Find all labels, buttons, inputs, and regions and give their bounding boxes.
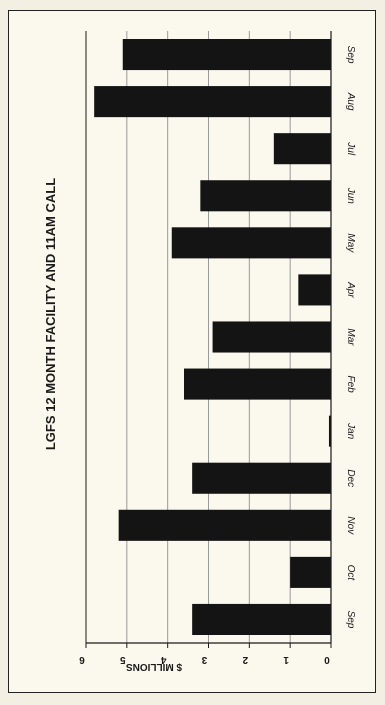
tick-label: 0: [324, 654, 330, 665]
value-axis-title: $ MILLIONS: [126, 661, 182, 672]
bar: [184, 368, 331, 400]
category-label: Jul: [345, 141, 356, 156]
category-label: Sep: [345, 611, 356, 629]
category-label: Jan: [345, 422, 356, 440]
category-labels: Sep Oct Nov Dec Jan Feb Mar Apr May Jun Jul Aug Sep: [345, 46, 356, 629]
bar: [298, 274, 331, 306]
bar: [171, 227, 331, 259]
bar: [290, 556, 331, 588]
value-ticks: 0 1 2 3 4 5 6: [79, 654, 330, 665]
category-label: Apr: [345, 281, 356, 298]
tick-label: 3: [201, 654, 207, 665]
bar: [192, 462, 331, 494]
tick-label: 5: [120, 654, 126, 665]
chart-frame: 0 1 2 3 4 5 6 Sep Oct Nov Dec Jan Feb Mar Apr May Jun Ju…: [8, 10, 376, 693]
bar: [94, 86, 332, 118]
category-label: Oct: [345, 565, 356, 582]
bar: [200, 180, 331, 212]
category-label: Jun: [345, 187, 356, 205]
bar-chart: 0 1 2 3 4 5 6 Sep Oct Nov Dec Jan Feb Mar Apr May Jun Ju…: [43, 31, 356, 672]
bar: [273, 133, 331, 165]
axes: [85, 31, 332, 648]
category-label: Feb: [345, 375, 356, 393]
bar: [192, 603, 331, 635]
category-label: Nov: [345, 516, 356, 535]
chart-title: LGFS 12 MONTH FACILITY AND 11AM CALL: [43, 178, 58, 450]
category-label: Aug: [345, 92, 356, 111]
tick-label: 4: [160, 654, 166, 665]
tick-label: 2: [242, 654, 248, 665]
category-label: Sep: [345, 46, 356, 64]
tick-label: 6: [79, 654, 85, 665]
category-label: Dec: [345, 469, 356, 487]
bars: [94, 39, 332, 635]
category-label: Mar: [345, 328, 356, 346]
tick-label: 1: [283, 654, 289, 665]
bar: [212, 321, 331, 353]
bar: [328, 415, 331, 447]
bar: [118, 509, 332, 541]
bar: [122, 39, 331, 71]
category-label: May: [345, 233, 356, 253]
